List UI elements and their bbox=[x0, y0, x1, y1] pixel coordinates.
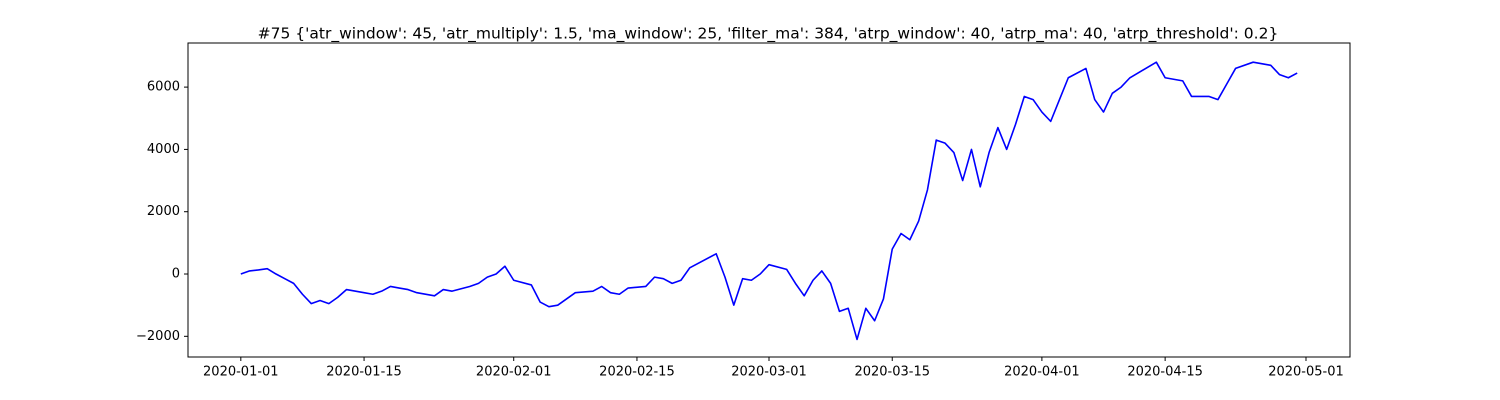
data-line bbox=[240, 61, 1298, 341]
x-tick-label: 2020-05-01 bbox=[1268, 365, 1344, 380]
y-tick-label: 2000 bbox=[147, 204, 180, 219]
x-tick-label: 2020-04-15 bbox=[1127, 365, 1203, 380]
x-tick-label: 2020-01-15 bbox=[326, 365, 402, 380]
plot-frame bbox=[187, 42, 1351, 358]
x-tick-label: 2020-01-01 bbox=[203, 365, 279, 380]
x-tick-label: 2020-03-01 bbox=[731, 365, 807, 380]
y-tick-label: 6000 bbox=[147, 80, 180, 95]
y-tick-label: 0 bbox=[172, 267, 180, 282]
x-tick-label: 2020-02-01 bbox=[476, 365, 552, 380]
x-tick-label: 2020-03-15 bbox=[854, 365, 930, 380]
y-tick-label: 4000 bbox=[147, 142, 180, 157]
x-tick-label: 2020-02-15 bbox=[599, 365, 675, 380]
chart-title: #75 {'atr_window': 45, 'atr_multiply': 1… bbox=[258, 25, 1279, 44]
x-tick-label: 2020-04-01 bbox=[1004, 365, 1080, 380]
y-tick-label: −2000 bbox=[136, 329, 180, 344]
